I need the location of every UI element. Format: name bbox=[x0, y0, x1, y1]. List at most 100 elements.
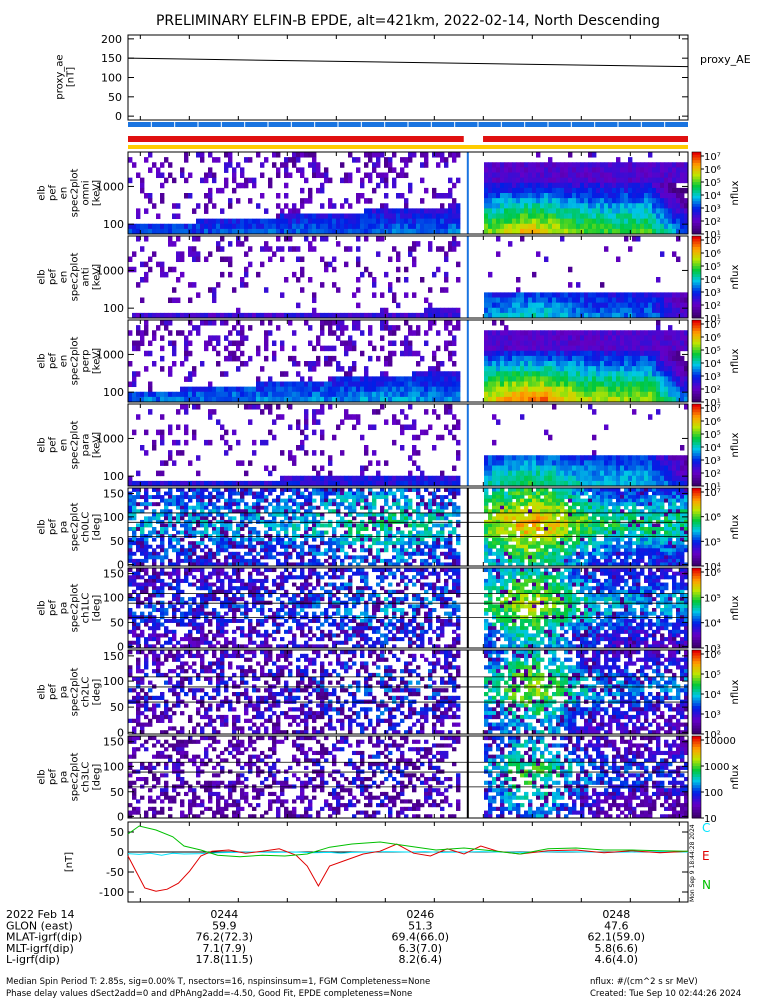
heatmap-cell bbox=[192, 548, 197, 553]
heatmap-cell bbox=[160, 320, 165, 326]
heatmap-cell bbox=[584, 376, 589, 382]
heatmap-cell bbox=[564, 213, 569, 220]
heatmap-cell bbox=[644, 345, 649, 352]
heatmap-cell bbox=[268, 376, 273, 382]
heatmap-cell bbox=[268, 488, 273, 492]
heatmap-cell bbox=[356, 261, 361, 268]
heatmap-cell bbox=[524, 355, 529, 362]
heatmap-cell bbox=[544, 366, 549, 372]
heatmap-cell bbox=[680, 302, 685, 309]
heatmap-cell bbox=[316, 355, 321, 362]
heatmap-cell bbox=[632, 307, 637, 314]
heatmap-cell bbox=[140, 527, 145, 531]
heatmap-cell bbox=[304, 419, 309, 425]
heatmap-cell bbox=[568, 355, 573, 362]
heatmap-cell bbox=[540, 335, 545, 341]
heatmap-cell bbox=[604, 424, 609, 431]
heatmap-cell bbox=[528, 350, 533, 357]
heatmap-cell bbox=[200, 530, 205, 535]
heatmap-cell bbox=[644, 455, 649, 461]
heatmap-cell bbox=[160, 480, 165, 487]
heatmap-cell bbox=[508, 455, 513, 461]
heatmap-cell bbox=[292, 523, 297, 528]
heatmap-cell bbox=[396, 208, 401, 214]
heatmap-cell bbox=[256, 541, 261, 546]
heatmap-cell bbox=[208, 498, 213, 503]
heatmap-cell bbox=[676, 350, 681, 357]
heatmap-cell bbox=[392, 325, 397, 331]
heatmap-cell bbox=[172, 527, 177, 531]
heatmap-cell bbox=[568, 396, 573, 403]
heatmap-cell bbox=[264, 381, 269, 388]
heatmap-cell bbox=[180, 544, 185, 549]
heatmap-cell bbox=[204, 530, 209, 535]
heatmap-cell bbox=[264, 157, 269, 163]
heatmap-cell bbox=[656, 350, 661, 357]
heatmap-cell bbox=[548, 307, 553, 314]
heatmap-cell bbox=[328, 386, 333, 393]
heatmap-cell bbox=[680, 480, 685, 487]
heatmap-cell bbox=[184, 386, 189, 393]
heatmap-cell bbox=[252, 537, 257, 542]
heatmap-cell bbox=[548, 361, 553, 367]
heatmap-cell bbox=[496, 167, 501, 173]
heatmap-cell bbox=[584, 475, 589, 482]
heatmap-cell bbox=[160, 439, 165, 446]
heatmap-cell bbox=[220, 312, 225, 319]
heatmap-cell bbox=[548, 198, 553, 204]
heatmap-cell bbox=[652, 376, 657, 382]
heatmap-cell bbox=[512, 182, 517, 189]
y-tick-label: 150 bbox=[101, 52, 122, 65]
heatmap-cell bbox=[424, 312, 429, 319]
heatmap-cell bbox=[584, 330, 589, 336]
heatmap-cell bbox=[140, 480, 145, 487]
heatmap-cell bbox=[252, 228, 257, 235]
heatmap-cell bbox=[220, 218, 225, 225]
heatmap-cell bbox=[576, 475, 581, 482]
heatmap-cell bbox=[512, 208, 517, 214]
heatmap-cell bbox=[616, 187, 621, 194]
pef_en_anti-panel: 1000100elbpefenspec2plotanti[keV]10⁷10⁶1… bbox=[37, 235, 741, 325]
heatmap-cell bbox=[556, 297, 561, 304]
heatmap-cell bbox=[356, 414, 361, 420]
heatmap-cell bbox=[248, 312, 253, 319]
heatmap-cell bbox=[192, 544, 197, 549]
heatmap-cell bbox=[208, 495, 213, 500]
heatmap-cell bbox=[564, 355, 569, 362]
heatmap-cell bbox=[536, 152, 541, 158]
heatmap-cell bbox=[396, 213, 401, 220]
heatmap-cell bbox=[280, 381, 285, 388]
heatmap-cell bbox=[212, 530, 217, 535]
heatmap-cell bbox=[284, 544, 289, 549]
heatmap-cell bbox=[384, 193, 389, 199]
colorbar-segment bbox=[692, 231, 701, 235]
heatmap-cell bbox=[416, 376, 421, 382]
heatmap-cell bbox=[540, 396, 545, 403]
heatmap-cell bbox=[500, 320, 505, 326]
heatmap-cell bbox=[592, 292, 597, 298]
heatmap-cell bbox=[332, 320, 337, 326]
heatmap-cell bbox=[300, 271, 305, 278]
heatmap-cell bbox=[488, 162, 493, 168]
heatmap-cell bbox=[496, 419, 501, 425]
heatmap-cell bbox=[244, 562, 249, 567]
heatmap-cell bbox=[600, 391, 605, 398]
heatmap-cell bbox=[160, 541, 165, 546]
heatmap-cell bbox=[676, 223, 681, 230]
heatmap-cell bbox=[268, 429, 273, 436]
heatmap-cell bbox=[188, 551, 193, 556]
heatmap-cell bbox=[612, 480, 617, 487]
heatmap-cell bbox=[516, 177, 521, 184]
heatmap-cell bbox=[204, 512, 209, 517]
heatmap-cell bbox=[636, 213, 641, 220]
heatmap-cell bbox=[536, 470, 541, 477]
heatmap-cell bbox=[284, 396, 289, 403]
heatmap-cell bbox=[328, 376, 333, 382]
heatmap-cell bbox=[388, 208, 393, 214]
heatmap-cell bbox=[676, 162, 681, 168]
heatmap-cell bbox=[216, 396, 221, 403]
heatmap-cell bbox=[360, 350, 365, 357]
heatmap-cell bbox=[240, 223, 245, 230]
heatmap-cell bbox=[320, 434, 325, 441]
heatmap-cell bbox=[668, 228, 673, 235]
